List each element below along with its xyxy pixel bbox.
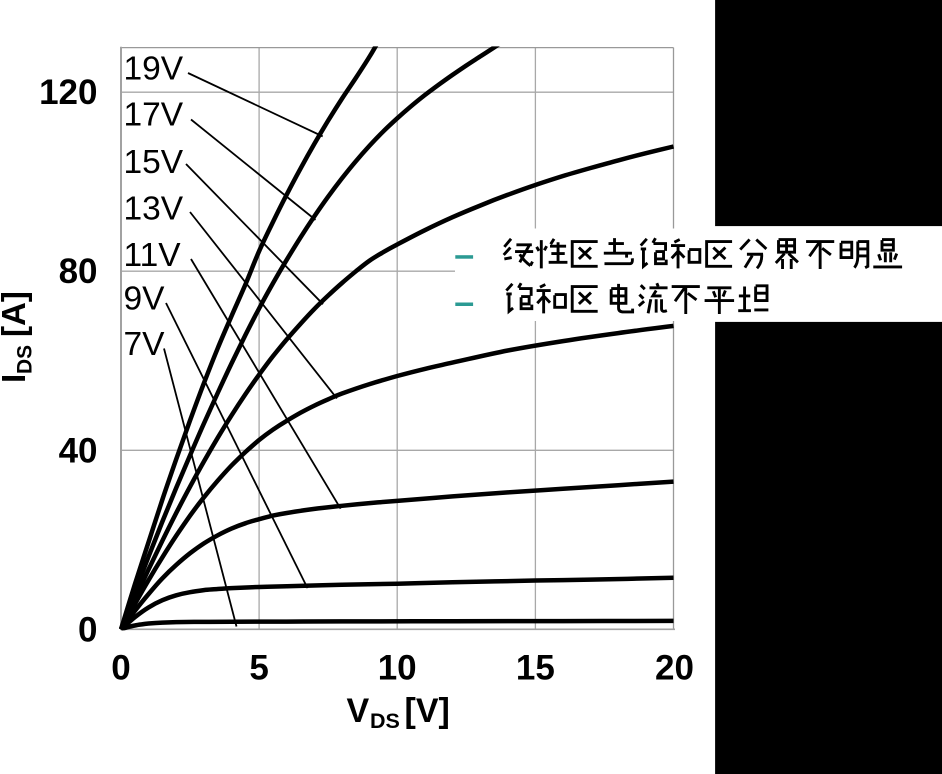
svg-text:20: 20 [655, 649, 694, 688]
svg-text:0: 0 [78, 610, 97, 649]
svg-text:13V: 13V [124, 191, 184, 228]
svg-text:7V: 7V [124, 326, 166, 363]
svg-text:DS: DS [370, 709, 400, 733]
svg-text:[V]: [V] [405, 692, 450, 730]
svg-text:80: 80 [59, 252, 98, 291]
svg-text:I: I [0, 374, 32, 383]
svg-text:120: 120 [39, 73, 97, 112]
svg-text:9V: 9V [124, 281, 166, 318]
svg-text:DS: DS [14, 345, 37, 374]
svg-text:10: 10 [378, 649, 417, 688]
svg-text:11V: 11V [124, 237, 182, 274]
svg-text:17V: 17V [124, 97, 184, 134]
svg-text:5: 5 [249, 649, 268, 688]
svg-text:15V: 15V [124, 144, 184, 181]
svg-text:15: 15 [516, 649, 555, 688]
svg-text:V: V [347, 692, 370, 730]
svg-text:40: 40 [59, 431, 98, 470]
svg-text:0: 0 [111, 649, 130, 688]
svg-text:[A]: [A] [0, 291, 32, 337]
svg-text:19V: 19V [124, 51, 184, 88]
